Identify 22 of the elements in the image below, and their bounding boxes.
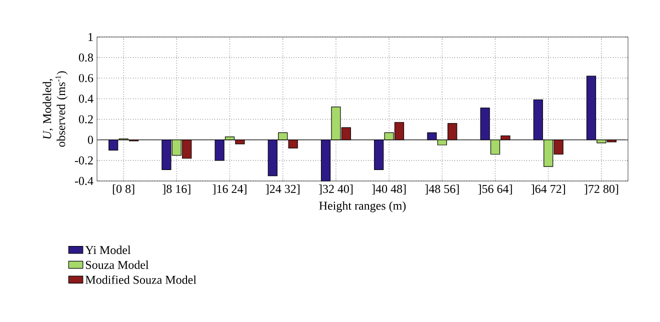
x-tick-label: ]32 40] <box>318 184 353 194</box>
y-tick-label: 0.4 <box>78 94 94 103</box>
x-tick-label: ]72 80] <box>584 184 618 194</box>
y-tick-label: 0.2 <box>78 115 93 124</box>
x-tick-label: ]64 72] <box>531 184 565 194</box>
x-tick-label: ]40 48] <box>372 184 406 194</box>
y-tick-label: 0.8 <box>78 54 94 62</box>
y-tick-label: -0.2 <box>74 156 93 165</box>
x-tick-label: ]8 16] <box>162 184 190 194</box>
legend-label: Yi Model <box>85 246 131 254</box>
x-tick-label: ]56 64] <box>478 184 512 194</box>
y-tick-label: 0.6 <box>78 74 94 82</box>
legend-label: Souza Model <box>86 260 149 269</box>
y-tick-label: 0 <box>88 136 94 144</box>
legend-label: Modified Souza Model <box>86 275 196 284</box>
y-tick-label: 1 <box>88 33 93 41</box>
x-tick-label: ]48 56] <box>425 184 459 194</box>
x-tick-label: [0 8] <box>112 184 134 194</box>
y-tick-label: -0.4 <box>74 176 94 186</box>
x-tick-label: ]16 24] <box>212 184 246 194</box>
x-tick-label: ]24 32] <box>266 184 300 194</box>
x-axis-title: Height ranges (m) <box>319 201 406 212</box>
